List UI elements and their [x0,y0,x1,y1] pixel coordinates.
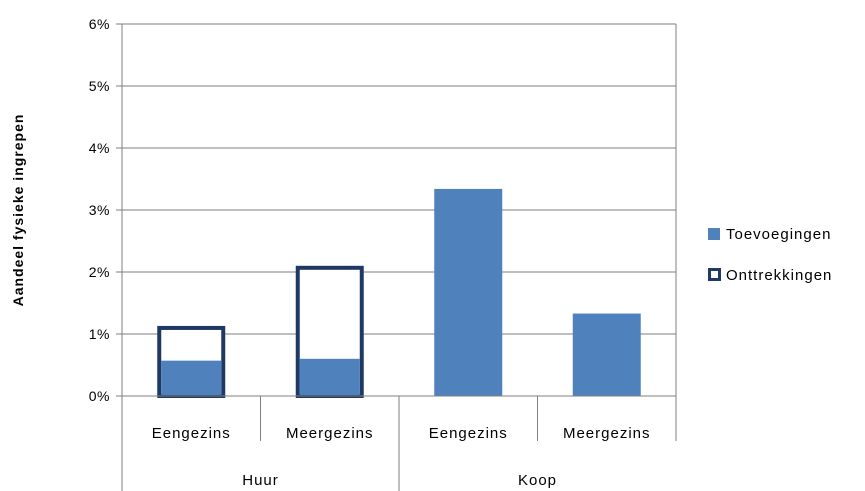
bar-toevoegingen [572,313,641,396]
y-tick-label: 2% [89,264,110,280]
bar-toevoegingen [434,188,503,396]
legend-swatch-toevoegingen [708,228,720,240]
gridlines [122,23,676,335]
x-category-label: Eengezins [429,425,508,442]
bar-toevoegingen [299,358,360,395]
legend-label-onttrekkingen: Onttrekkingen [726,267,832,284]
y-tick-label: 3% [89,202,110,218]
y-tick-label: 1% [89,326,110,342]
x-category-label: Eengezins [152,425,231,442]
legend-label-toevoegingen: Toevoegingen [726,226,831,243]
y-tick-label: 5% [89,78,110,94]
y-axis-title: Aandeel fysieke ingrepen [10,114,26,307]
y-tick-labels: 0% 1% 2% 3% 4% 5% 6% [89,16,110,404]
axes [116,23,677,491]
y-tick-label: 6% [89,16,110,32]
legend-swatch-onttrekkingen [708,268,721,281]
bars [157,188,641,398]
x-category-label: Meergezins [286,425,374,442]
legend: Toevoegingen Onttrekkingen [708,226,832,284]
x-group-label: Huur [242,472,279,489]
x-category-label: Meergezins [563,425,651,442]
category-labels: Eengezins Meergezins Eengezins Meergezins Hu… [152,425,651,489]
y-tick-label: 4% [89,140,110,156]
x-group-label: Koop [518,472,557,489]
y-tick-label: 0% [89,388,110,404]
bar-toevoegingen [161,360,222,395]
